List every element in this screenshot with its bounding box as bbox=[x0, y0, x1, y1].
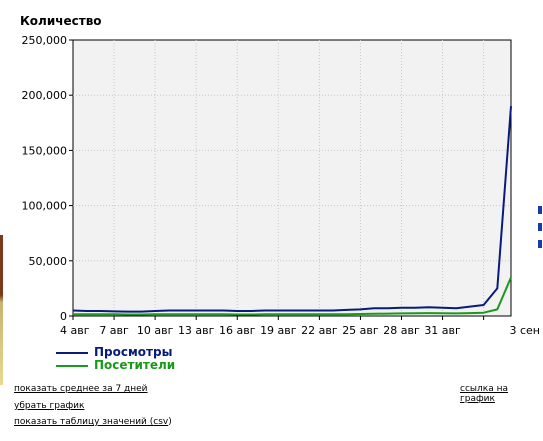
y-tick-label: 150,000 bbox=[22, 144, 68, 157]
link-graph-container: ссылка на график bbox=[460, 384, 543, 404]
legend-label-visitors: Посетители bbox=[94, 358, 176, 372]
y-tick-label: 0 bbox=[60, 310, 67, 323]
x-tick-label: 4 авг bbox=[60, 324, 90, 337]
legend-label-views: Просмотры bbox=[94, 345, 173, 359]
x-tick-label: 13 авг bbox=[178, 324, 215, 337]
x-tick-label: 3 сен bbox=[509, 324, 540, 337]
series-line-1 bbox=[73, 277, 512, 316]
link-show-table[interactable]: показать таблицу значений ( bbox=[14, 417, 154, 427]
y-tick-label: 50,000 bbox=[29, 255, 68, 268]
link-hide-graph-container: убрать график bbox=[14, 401, 84, 411]
x-tick-label: 19 авг bbox=[260, 324, 297, 337]
legend: Просмотры Посетители bbox=[56, 346, 175, 372]
legend-swatch-views bbox=[56, 351, 88, 354]
link-show-avg-7-days[interactable]: показать среднее за 7 дней bbox=[14, 384, 148, 394]
link-show-table-suffix: ) bbox=[168, 417, 172, 427]
x-tick-label: 28 авг bbox=[383, 324, 420, 337]
link-csv[interactable]: csv bbox=[153, 417, 169, 427]
left-edge-decoration bbox=[0, 235, 3, 385]
x-tick-label: 10 авг bbox=[137, 324, 174, 337]
series-line-0 bbox=[72, 106, 512, 313]
link-show-table-container: показать таблицу значений (csv) bbox=[14, 417, 172, 427]
y-axis-ticks: 0 50,000 100,000 150,000 200,000 250,000 bbox=[22, 34, 73, 323]
chart-title: Количество bbox=[20, 14, 102, 28]
y-tick-label: 100,000 bbox=[22, 200, 68, 213]
series-lines bbox=[72, 106, 512, 316]
link-graph-url[interactable]: ссылка на график bbox=[460, 384, 508, 404]
x-tick-label: 22 авг bbox=[301, 324, 338, 337]
x-tick-label: 31 авг bbox=[424, 324, 461, 337]
x-axis-ticks: 4 авг 7 авг 10 авг 13 авг 16 авг 19 авг 22 авг… bbox=[60, 316, 540, 337]
y-tick-label: 250,000 bbox=[22, 34, 68, 47]
legend-item-visitors: Посетители bbox=[56, 359, 175, 372]
x-tick-label: 16 авг bbox=[219, 324, 256, 337]
grid-lines bbox=[73, 40, 511, 316]
x-tick-label: 7 авг bbox=[99, 324, 129, 337]
link-hide-graph[interactable]: убрать график bbox=[14, 401, 85, 411]
legend-swatch-visitors bbox=[56, 364, 88, 367]
right-edge-decoration bbox=[538, 206, 543, 266]
plot-area bbox=[72, 39, 512, 317]
y-tick-label: 200,000 bbox=[22, 89, 68, 102]
x-tick-label: 25 авг bbox=[342, 324, 379, 337]
link-show-avg-container: показать среднее за 7 дней bbox=[14, 384, 148, 394]
legend-item-views: Просмотры bbox=[56, 346, 175, 359]
